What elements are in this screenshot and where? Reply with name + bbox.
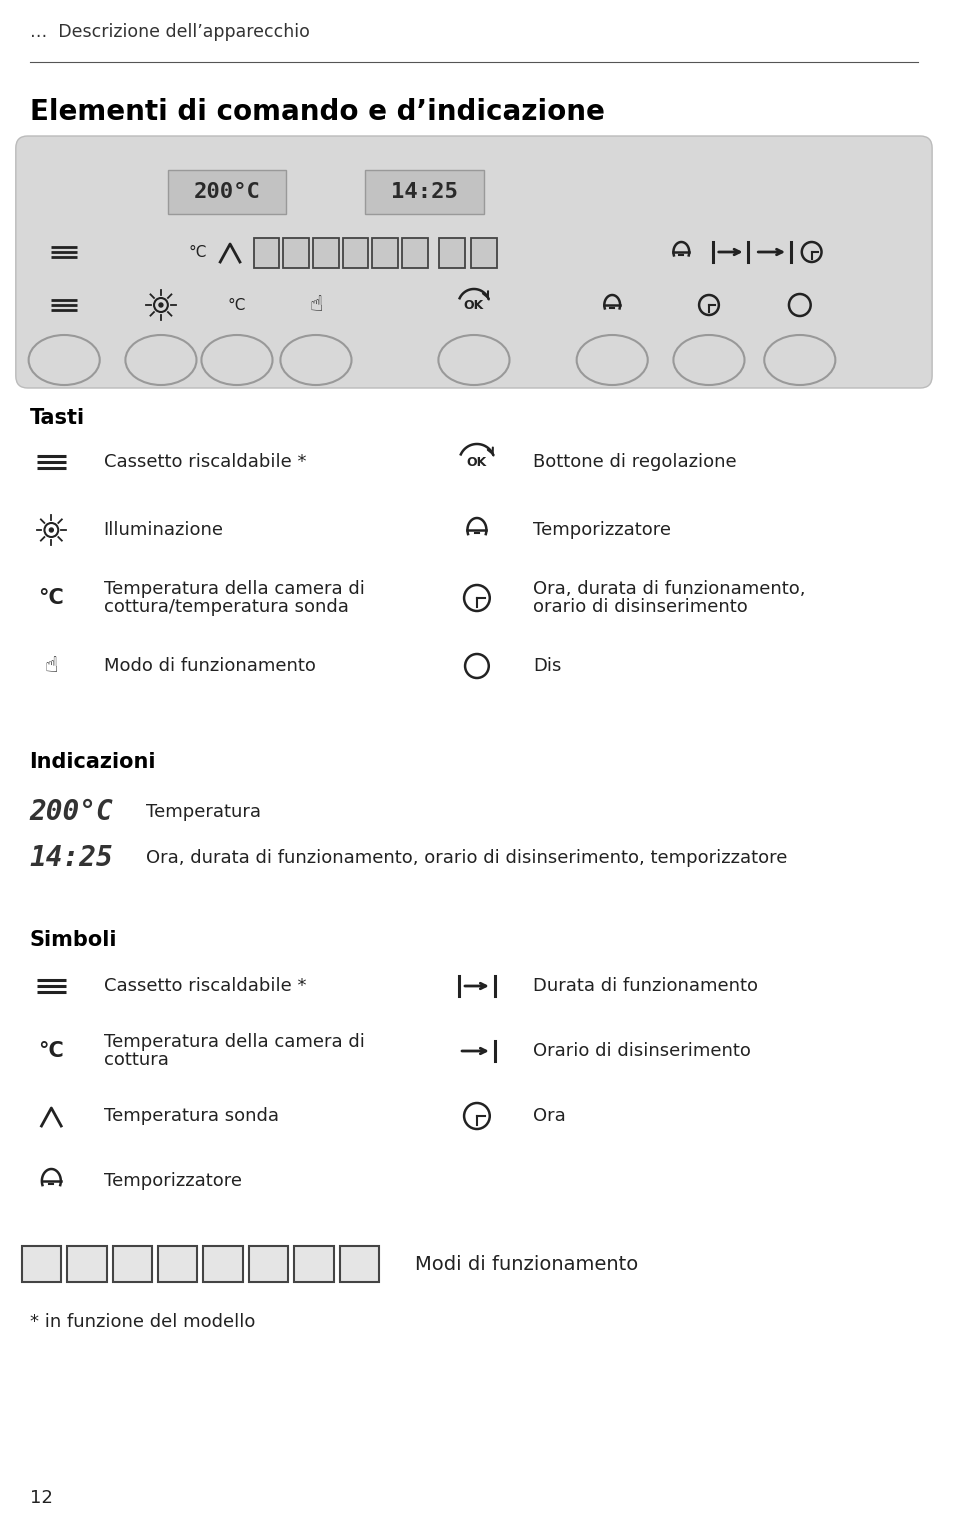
Text: * in funzione del modello: * in funzione del modello xyxy=(30,1313,255,1331)
Text: cottura: cottura xyxy=(104,1051,169,1069)
FancyBboxPatch shape xyxy=(402,237,427,268)
FancyBboxPatch shape xyxy=(112,1246,152,1282)
FancyBboxPatch shape xyxy=(471,237,496,268)
Text: Ora, durata di funzionamento, orario di disinserimento, temporizzatore: Ora, durata di funzionamento, orario di … xyxy=(146,849,787,867)
FancyBboxPatch shape xyxy=(372,237,398,268)
Text: Elementi di comando e d’indicazione: Elementi di comando e d’indicazione xyxy=(30,98,605,126)
FancyBboxPatch shape xyxy=(340,1246,379,1282)
Text: Indicazioni: Indicazioni xyxy=(30,752,156,772)
Text: Simboli: Simboli xyxy=(30,930,117,950)
FancyBboxPatch shape xyxy=(249,1246,288,1282)
FancyBboxPatch shape xyxy=(158,1246,198,1282)
Text: cottura/temperatura sonda: cottura/temperatura sonda xyxy=(104,597,348,616)
Text: Tasti: Tasti xyxy=(30,408,84,427)
FancyBboxPatch shape xyxy=(168,170,286,214)
Circle shape xyxy=(49,529,54,532)
Text: °C: °C xyxy=(38,1042,64,1062)
Text: Cassetto riscaldabile *: Cassetto riscaldabile * xyxy=(104,977,306,994)
Text: ☝: ☝ xyxy=(44,656,59,676)
Text: Durata di funzionamento: Durata di funzionamento xyxy=(533,977,758,994)
FancyBboxPatch shape xyxy=(67,1246,107,1282)
Text: Temperatura della camera di: Temperatura della camera di xyxy=(104,1033,365,1051)
FancyBboxPatch shape xyxy=(343,237,369,268)
Text: °C: °C xyxy=(188,245,206,259)
FancyBboxPatch shape xyxy=(22,1246,61,1282)
Text: OK: OK xyxy=(464,299,484,311)
Text: Temperatura: Temperatura xyxy=(146,803,261,821)
Text: 14:25: 14:25 xyxy=(30,844,113,872)
FancyBboxPatch shape xyxy=(253,237,279,268)
Text: Temperatura della camera di: Temperatura della camera di xyxy=(104,581,365,597)
Text: 14:25: 14:25 xyxy=(391,182,458,202)
Text: orario di disinserimento: orario di disinserimento xyxy=(533,597,748,616)
Text: Bottone di regolazione: Bottone di regolazione xyxy=(533,453,737,470)
Text: …  Descrizione dell’apparecchio: … Descrizione dell’apparecchio xyxy=(30,23,309,41)
Text: °C: °C xyxy=(38,588,64,608)
Text: Dis: Dis xyxy=(533,657,562,676)
FancyBboxPatch shape xyxy=(204,1246,243,1282)
Text: Temperatura sonda: Temperatura sonda xyxy=(104,1108,278,1124)
Text: Modi di funzionamento: Modi di funzionamento xyxy=(415,1255,638,1273)
Text: Illuminazione: Illuminazione xyxy=(104,521,224,539)
FancyBboxPatch shape xyxy=(15,136,932,388)
Text: Ora, durata di funzionamento,: Ora, durata di funzionamento, xyxy=(533,581,805,597)
Circle shape xyxy=(159,303,163,306)
FancyBboxPatch shape xyxy=(295,1246,334,1282)
Text: 200°C: 200°C xyxy=(30,798,113,826)
FancyBboxPatch shape xyxy=(313,237,339,268)
Text: 12: 12 xyxy=(30,1489,53,1507)
Text: Temporizzatore: Temporizzatore xyxy=(533,521,671,539)
Text: Cassetto riscaldabile *: Cassetto riscaldabile * xyxy=(104,453,306,470)
FancyBboxPatch shape xyxy=(366,170,484,214)
Text: Ora: Ora xyxy=(533,1108,566,1124)
FancyBboxPatch shape xyxy=(283,237,309,268)
Text: 200°C: 200°C xyxy=(194,182,260,202)
Text: Orario di disinserimento: Orario di disinserimento xyxy=(533,1042,751,1060)
Text: Temporizzatore: Temporizzatore xyxy=(104,1172,242,1190)
FancyBboxPatch shape xyxy=(440,237,465,268)
Text: Modo di funzionamento: Modo di funzionamento xyxy=(104,657,316,676)
Text: OK: OK xyxy=(467,455,487,469)
Text: °C: °C xyxy=(228,297,246,313)
Text: ☝: ☝ xyxy=(309,296,323,316)
